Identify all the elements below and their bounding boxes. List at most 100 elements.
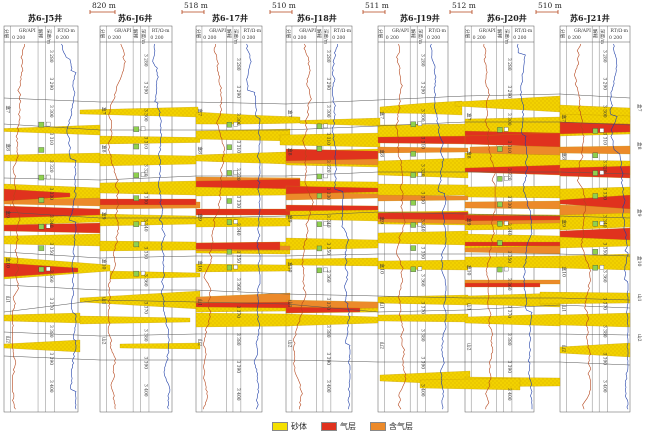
layer-label: 盒9 bbox=[379, 217, 386, 225]
interpretation-marker bbox=[410, 172, 416, 178]
depth-label: 3 390 bbox=[419, 357, 424, 370]
sand-body bbox=[195, 111, 301, 125]
header-depth: 深度/m bbox=[503, 29, 510, 45]
sand-body bbox=[99, 153, 197, 167]
perforation-marker bbox=[323, 173, 328, 179]
layer-label: 盒8 bbox=[287, 148, 294, 156]
legend-swatch-sand bbox=[272, 421, 288, 431]
header-depth: 深度/m bbox=[45, 29, 52, 45]
gas-layer bbox=[464, 282, 541, 288]
depth-label: 3 360 bbox=[235, 278, 240, 291]
sand-body bbox=[464, 313, 561, 327]
header-gr: GR/API bbox=[114, 28, 131, 34]
perforation-marker bbox=[504, 176, 509, 181]
interpretation-marker bbox=[226, 144, 232, 150]
interpretation-marker bbox=[133, 241, 140, 248]
rt-curve bbox=[332, 43, 351, 410]
well-title-5: 苏6-J19井 bbox=[400, 13, 440, 23]
sand-body bbox=[79, 106, 199, 118]
sand-body bbox=[3, 312, 81, 324]
correlation-line bbox=[3, 284, 631, 301]
interpretation-marker bbox=[497, 176, 503, 182]
depth-label: 3 390 bbox=[143, 357, 148, 370]
depth-label: 3 330 bbox=[48, 188, 53, 201]
depth-label: 3 370 bbox=[506, 306, 511, 319]
depth-label: 3 380 bbox=[325, 325, 330, 338]
interpretation-marker bbox=[410, 266, 416, 273]
depth-label: 3 350 bbox=[601, 243, 606, 256]
rt-curve bbox=[609, 43, 629, 410]
header-rt: RT/Ω·m bbox=[428, 28, 446, 34]
gr-curve bbox=[395, 43, 407, 410]
header-gr: GR/API bbox=[574, 28, 591, 34]
depth-label: 3 300 bbox=[143, 109, 148, 122]
interpretation-marker bbox=[497, 266, 503, 273]
layer-label: 盒10 bbox=[5, 258, 12, 269]
rt-curve bbox=[516, 43, 533, 410]
well-title-1: 苏6-J5井 bbox=[28, 13, 62, 23]
spacing-label-4: 511 m bbox=[365, 1, 389, 10]
depth-label: 3 380 bbox=[506, 333, 511, 346]
layer-label: 盒7 bbox=[287, 110, 294, 118]
depth-label: 3 380 bbox=[419, 329, 424, 342]
header-layer: 分层 bbox=[559, 29, 566, 39]
layer-label: 盒10 bbox=[101, 259, 108, 270]
depth-label: 3 400 bbox=[48, 380, 53, 393]
layer-label: 山1 bbox=[561, 305, 568, 313]
gas-layer bbox=[285, 148, 379, 162]
interpretation-marker bbox=[410, 245, 416, 251]
header-rt-range: 0 200 bbox=[332, 35, 345, 41]
header-interpretation: 解释 bbox=[591, 29, 598, 39]
depth-label: 3 400 bbox=[325, 380, 330, 393]
sand-body bbox=[195, 151, 287, 165]
sand-body bbox=[377, 313, 469, 323]
depth-label: 3 380 bbox=[143, 329, 148, 342]
legend-item-gas: 气层 bbox=[321, 421, 356, 432]
depth-label: 3 310 bbox=[143, 137, 148, 150]
perforation-marker bbox=[504, 127, 509, 132]
depth-label: 3 350 bbox=[143, 247, 148, 260]
depth-label: 3 280 bbox=[601, 50, 606, 63]
layer-label: 盒9 bbox=[287, 215, 294, 223]
layer-label: 盒10 bbox=[466, 265, 473, 276]
header-depth: 深度/m bbox=[323, 29, 330, 45]
interpretation-marker bbox=[316, 146, 322, 152]
correlation-line bbox=[3, 251, 631, 259]
depth-label: 3 370 bbox=[601, 298, 606, 311]
interpretation-marker bbox=[592, 170, 598, 176]
depth-label: 3 320 bbox=[601, 160, 606, 173]
legend-swatch-gas bbox=[321, 421, 337, 431]
perforation-marker bbox=[233, 170, 238, 175]
gas-bearing-body bbox=[3, 197, 101, 207]
gr-curve bbox=[573, 43, 591, 410]
depth-label: 3 380 bbox=[601, 325, 606, 338]
header-rt: RT/Ω·m bbox=[152, 28, 170, 34]
perforation-marker bbox=[140, 221, 146, 226]
gas-layer bbox=[464, 214, 561, 222]
sand-body bbox=[379, 100, 463, 116]
header-rt: RT/Ω·m bbox=[57, 28, 75, 34]
layer-label: 山1 bbox=[5, 296, 12, 304]
header-depth: 深度/m bbox=[417, 29, 424, 45]
depth-label: 3 320 bbox=[419, 164, 424, 177]
sand-body bbox=[559, 253, 631, 271]
well-title-2: 苏6-J6井 bbox=[118, 13, 152, 23]
depth-label: 3 360 bbox=[506, 278, 511, 291]
sand-body bbox=[109, 270, 201, 280]
sand-body bbox=[377, 157, 469, 179]
layer-label: 盒10 bbox=[561, 267, 568, 278]
layer-label: 盒8 bbox=[197, 147, 204, 155]
interpretation-marker bbox=[226, 219, 232, 225]
interpretation-marker bbox=[592, 265, 598, 271]
depth-label: 3 300 bbox=[48, 105, 53, 118]
perforation-marker bbox=[46, 174, 51, 180]
depth-label: 3 330 bbox=[601, 188, 606, 201]
depth-label: 3 290 bbox=[48, 78, 53, 91]
layer-label: 盒8 bbox=[379, 150, 386, 158]
depth-label: 3 330 bbox=[143, 192, 148, 205]
depth-label: 3 280 bbox=[48, 50, 53, 63]
depth-label: 3 340 bbox=[419, 219, 424, 232]
sand-body bbox=[559, 342, 631, 358]
header-rt: RT/Ω·m bbox=[334, 28, 352, 34]
well-title-3: 苏6-17井 bbox=[212, 13, 248, 23]
